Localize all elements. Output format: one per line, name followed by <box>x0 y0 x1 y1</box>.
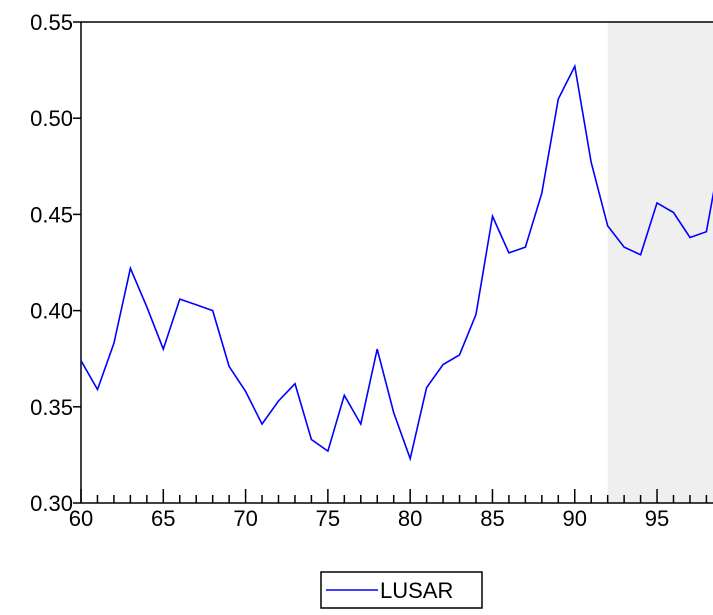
y-tick-label: 0.45 <box>30 202 73 227</box>
series-layer <box>81 63 713 462</box>
y-axis: 0.30 0.35 0.40 0.45 0.50 0.55 <box>30 10 81 516</box>
legend: LUSAR <box>320 571 483 609</box>
forecast-shaded-region <box>607 22 713 503</box>
y-tick-label: 0.35 <box>30 395 73 420</box>
y-tick-label: 0.30 <box>30 491 73 516</box>
y-tick-label: 0.40 <box>30 299 73 324</box>
x-tick-label: 75 <box>316 506 340 531</box>
x-tick-label: 60 <box>69 506 93 531</box>
series-line-lusar <box>81 63 713 462</box>
x-tick-label: 85 <box>480 506 504 531</box>
y-tick-label: 0.55 <box>30 10 73 35</box>
x-tick-label: 80 <box>398 506 422 531</box>
y-tick-label: 0.50 <box>30 106 73 131</box>
x-tick-label: 95 <box>645 506 669 531</box>
x-tick-label: 70 <box>233 506 257 531</box>
x-axis: 60 65 70 75 80 85 90 95 <box>69 489 708 531</box>
x-tick-label: 90 <box>563 506 587 531</box>
legend-label-lusar: LUSAR <box>380 578 453 603</box>
x-tick-label: 65 <box>151 506 175 531</box>
